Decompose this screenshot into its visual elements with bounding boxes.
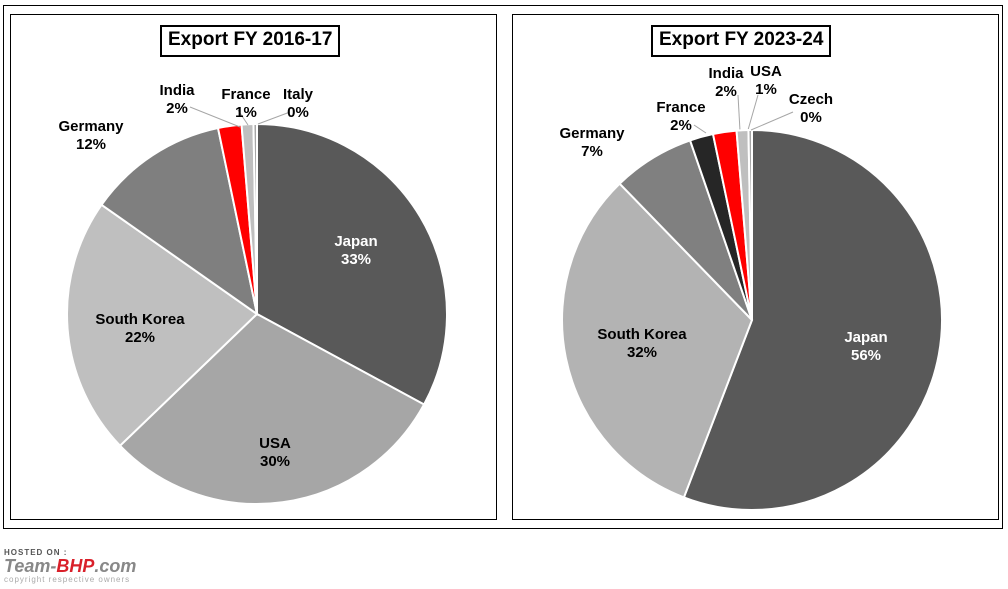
leader-line xyxy=(737,94,741,132)
figure-frame xyxy=(3,5,1003,529)
slice-label: Japan 56% xyxy=(844,329,887,364)
pie-slice-germany xyxy=(100,126,259,317)
slice-label: South Korea 32% xyxy=(597,326,687,361)
slice-label: France 1% xyxy=(221,86,270,121)
slice-label: France 2% xyxy=(656,99,705,134)
leader-line xyxy=(747,94,759,131)
leader-line xyxy=(693,124,707,134)
slice-label: South Korea 22% xyxy=(95,311,185,346)
leader-line xyxy=(189,106,241,128)
watermark-brand: Team-BHP.com xyxy=(4,556,137,576)
slice-label: Czech 0% xyxy=(789,91,833,126)
slice-label: Germany 7% xyxy=(559,125,625,160)
chart-title-2016-17: Export FY 2016-17 xyxy=(160,25,341,57)
slice-label: USA 1% xyxy=(750,63,782,98)
slice-label: India 2% xyxy=(159,82,195,117)
slice-label: Germany 12% xyxy=(58,118,124,153)
watermark-copyright: copyright respective owners xyxy=(4,575,131,584)
pie-slice-japan xyxy=(256,122,448,406)
slice-label: USA 30% xyxy=(259,435,291,470)
chart-panel-2023-24 xyxy=(512,14,999,520)
watermark-hosted: HOSTED ON : xyxy=(4,548,68,557)
slice-label: Italy 0% xyxy=(283,86,314,121)
chart-panel-2016-17 xyxy=(10,14,497,520)
slice-label: Japan 33% xyxy=(334,233,377,268)
leader-line xyxy=(750,111,794,131)
pie-slice-italy xyxy=(252,122,258,315)
leader-line xyxy=(237,109,249,126)
pie-slice-south-korea xyxy=(561,182,754,499)
pie-slice-south-korea xyxy=(66,203,259,448)
pie-slice-usa xyxy=(118,312,426,505)
leader-line xyxy=(257,111,291,125)
pie-slice-japan xyxy=(682,128,943,511)
chart-title-2023-24: Export FY 2023-24 xyxy=(651,25,832,57)
slice-label: India 2% xyxy=(708,65,744,100)
team-bhp-watermark: HOSTED ON : Team-BHP.com copyright respe… xyxy=(4,548,136,584)
